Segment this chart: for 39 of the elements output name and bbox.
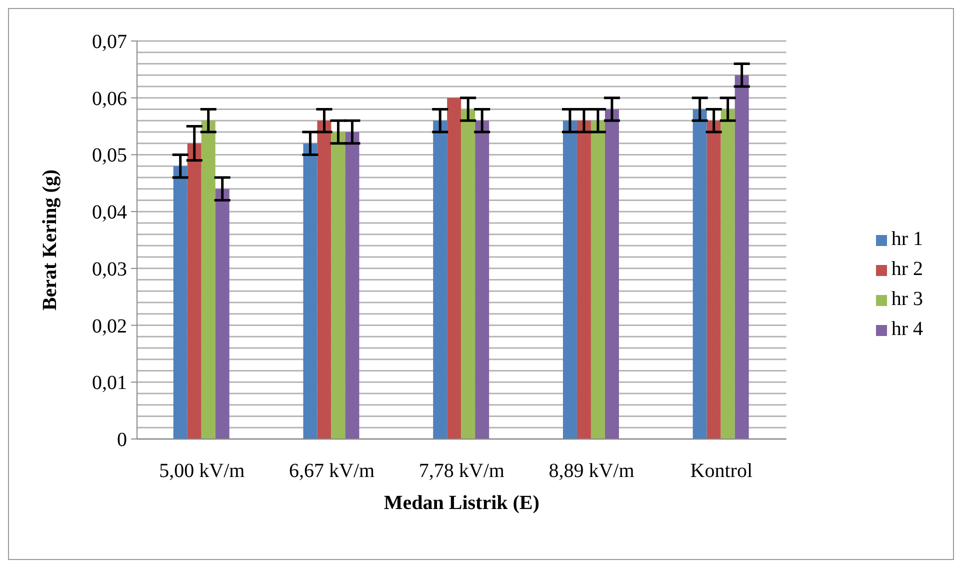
bar [201,120,216,439]
bar [303,143,318,439]
bar [187,143,202,439]
y-tick-label: 0,05 [92,144,127,167]
bar [590,120,605,439]
bar [215,188,230,439]
bar [562,120,577,439]
y-tick-label: 0,07 [92,31,127,53]
legend-label: hr 2 [891,258,923,280]
y-tick-label: 0,02 [92,315,127,338]
y-tick-label: 0,04 [92,202,127,224]
x-tick-label: 6,67 kV/m [289,460,376,482]
bar [706,120,721,439]
bar [461,109,476,439]
x-tick-label: 7,78 kV/m [418,460,505,482]
y-tick-label: 0,03 [92,258,127,280]
y-tick-label: 0,06 [92,88,127,110]
bar [734,75,749,439]
bar [331,132,346,439]
bar [447,98,462,439]
bar [604,109,619,439]
bar [433,120,448,439]
x-tick-label: 8,89 kV/m [548,460,635,482]
x-axis-title: Medan Listrik (E) [384,492,540,514]
legend-label: hr 4 [891,318,923,340]
bar [475,120,490,439]
y-tick-label: 0,01 [92,372,127,394]
legend-label: hr 3 [891,288,923,310]
y-tick-label: 0 [117,429,127,451]
legend-label: hr 1 [891,228,923,250]
bar [576,120,591,439]
x-tick-label: Kontrol [690,460,753,482]
x-tick-label: 5,00 kV/m [159,460,246,482]
bar [173,166,188,439]
bar [692,109,707,439]
bar [317,120,332,439]
y-axis-title: Berat Kering (g) [39,169,62,311]
bar [720,109,735,439]
bar [345,132,360,439]
